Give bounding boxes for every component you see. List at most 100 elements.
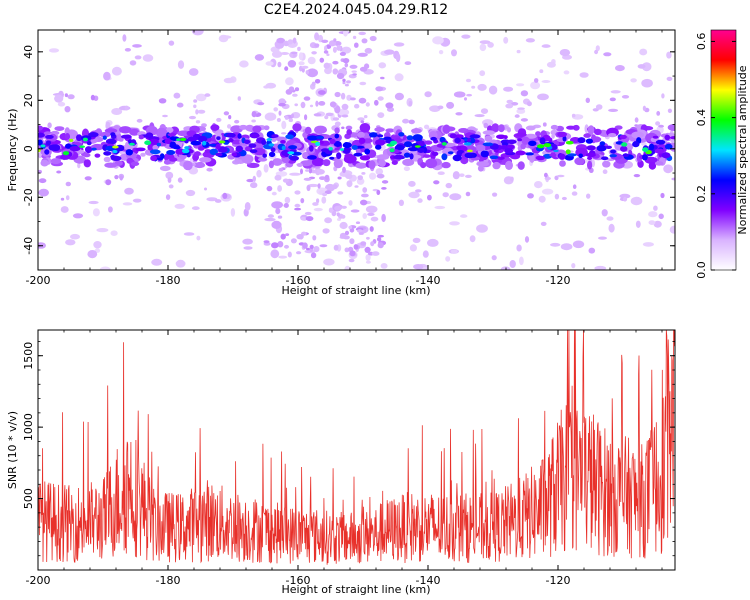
- spectrogram-cell: [163, 159, 171, 165]
- spectrogram-cell: [496, 134, 506, 140]
- spectrogram-cell: [408, 191, 420, 199]
- spectrogram-cell: [38, 188, 49, 197]
- spectrogram-cell: [487, 42, 494, 48]
- spectrogram-cell: [375, 144, 382, 150]
- x-tick-label: -200: [26, 574, 51, 587]
- spectrogram-cell: [362, 213, 368, 219]
- spectrogram-cell: [281, 145, 286, 151]
- spectrogram-cell: [619, 134, 627, 140]
- spectrogram-cell: [191, 206, 200, 211]
- spectrogram-cell: [168, 40, 175, 46]
- spectrogram-cell: [361, 38, 368, 44]
- spectrogram-cell: [346, 180, 353, 188]
- spectrogram-cell: [341, 205, 347, 209]
- spectrogram-cell: [587, 125, 595, 135]
- spectrogram-cell: [38, 169, 42, 174]
- spectrogram-cell: [466, 93, 472, 97]
- spectrogram-cell: [136, 118, 143, 123]
- spectrogram-cell: [336, 72, 345, 80]
- spectrogram-cell: [417, 198, 423, 203]
- spectrogram-cell: [324, 217, 332, 224]
- spectrogram-cell: [352, 73, 357, 76]
- spectrogram-cell: [278, 98, 286, 105]
- spectrogram-cell: [541, 80, 551, 83]
- spectrogram-cell: [594, 265, 607, 270]
- spectrogram-cell: [584, 124, 589, 134]
- spectrogram-cell: [385, 128, 395, 133]
- spectrogram-cell: [110, 132, 116, 137]
- spectrogram-cell: [637, 64, 646, 69]
- spectrogram-cell: [563, 70, 570, 75]
- spectrogram-cell: [376, 154, 390, 161]
- y-tick-label: -20: [22, 188, 35, 206]
- spectrogram-cell: [660, 192, 665, 199]
- spectrogram-cell: [342, 78, 346, 83]
- spectrogram-cell: [404, 61, 412, 65]
- colorbar-label: Normalized spectral amplitude: [736, 65, 749, 234]
- spectrogram-cell: [524, 236, 530, 243]
- spectrogram-cell: [210, 124, 220, 131]
- spectrogram-cell: [297, 46, 301, 52]
- spectrogram-cell: [449, 133, 457, 139]
- spectrogram-cell: [195, 93, 207, 102]
- spectrogram-cell: [380, 76, 385, 80]
- spectrogram-cell: [520, 143, 526, 150]
- spectrogram-cell: [67, 94, 75, 100]
- spectrogram-cell: [599, 141, 606, 146]
- x-tick-label: -180: [156, 274, 181, 287]
- spectrogram-cell: [476, 224, 488, 233]
- spectrogram-cell: [609, 97, 616, 102]
- spectrogram-cell: [294, 203, 301, 208]
- spectrogram-cell: [248, 143, 257, 148]
- spectrogram-cell: [270, 249, 280, 259]
- spectrogram-cell: [303, 177, 312, 181]
- spectrogram-cell: [151, 258, 163, 266]
- spectrogram-cell: [193, 104, 197, 109]
- spectrogram-cell: [344, 62, 349, 68]
- spectrogram-y-label: Frequency (Hz): [6, 109, 19, 192]
- spectrogram-cell: [361, 172, 366, 175]
- spectrogram-cell: [341, 214, 346, 219]
- spectrogram-cell: [433, 180, 440, 185]
- spectrogram-cell: [253, 147, 266, 156]
- spectrogram-cell: [109, 140, 114, 144]
- spectrogram-cell: [145, 132, 154, 139]
- spectrogram-cell: [442, 124, 451, 134]
- spectrogram-cell: [658, 124, 664, 128]
- spectrogram-cell: [652, 135, 659, 139]
- spectrogram-cell: [634, 117, 639, 123]
- spectrogram-cell: [480, 108, 489, 114]
- spectrogram-cell: [454, 137, 461, 144]
- spectrogram-cell: [124, 105, 129, 111]
- spectrogram-cell: [219, 35, 232, 39]
- spectrogram-cell: [534, 181, 543, 189]
- spectrogram-cell: [395, 53, 401, 63]
- colorbar-frame: [710, 29, 737, 271]
- spectrogram-cell: [280, 52, 290, 55]
- spectrogram-cell: [190, 140, 202, 146]
- spectrogram-cell: [378, 159, 387, 167]
- spectrogram-cell: [427, 238, 439, 247]
- spectrogram-cell: [585, 138, 594, 144]
- spectrogram-cell: [177, 130, 190, 137]
- spectrogram-cell: [641, 78, 653, 88]
- spectrogram-cell: [663, 164, 673, 174]
- spectrogram-cell: [561, 196, 567, 201]
- spectrogram-cell: [325, 112, 334, 117]
- spectrogram-cell: [169, 157, 178, 162]
- spectrogram-cell: [332, 46, 337, 53]
- spectrogram-cell: [64, 106, 71, 113]
- spectrogram-cell: [149, 149, 161, 155]
- spectrogram-cell: [361, 193, 369, 198]
- page-title: C2E4.2024.045.04.29.R12: [264, 2, 448, 18]
- spectrogram-cell: [342, 166, 346, 173]
- spectrogram-cell: [339, 221, 348, 230]
- spectrogram-cell: [69, 146, 81, 152]
- spectrogram-cell: [370, 216, 379, 222]
- spectrogram-cell: [216, 117, 222, 122]
- spectrogram-cell: [556, 174, 565, 178]
- spectrogram-cell: [454, 134, 464, 139]
- spectrogram-cell: [342, 142, 352, 149]
- spectrogram-cell: [369, 35, 377, 42]
- spectrogram-cell: [304, 114, 308, 121]
